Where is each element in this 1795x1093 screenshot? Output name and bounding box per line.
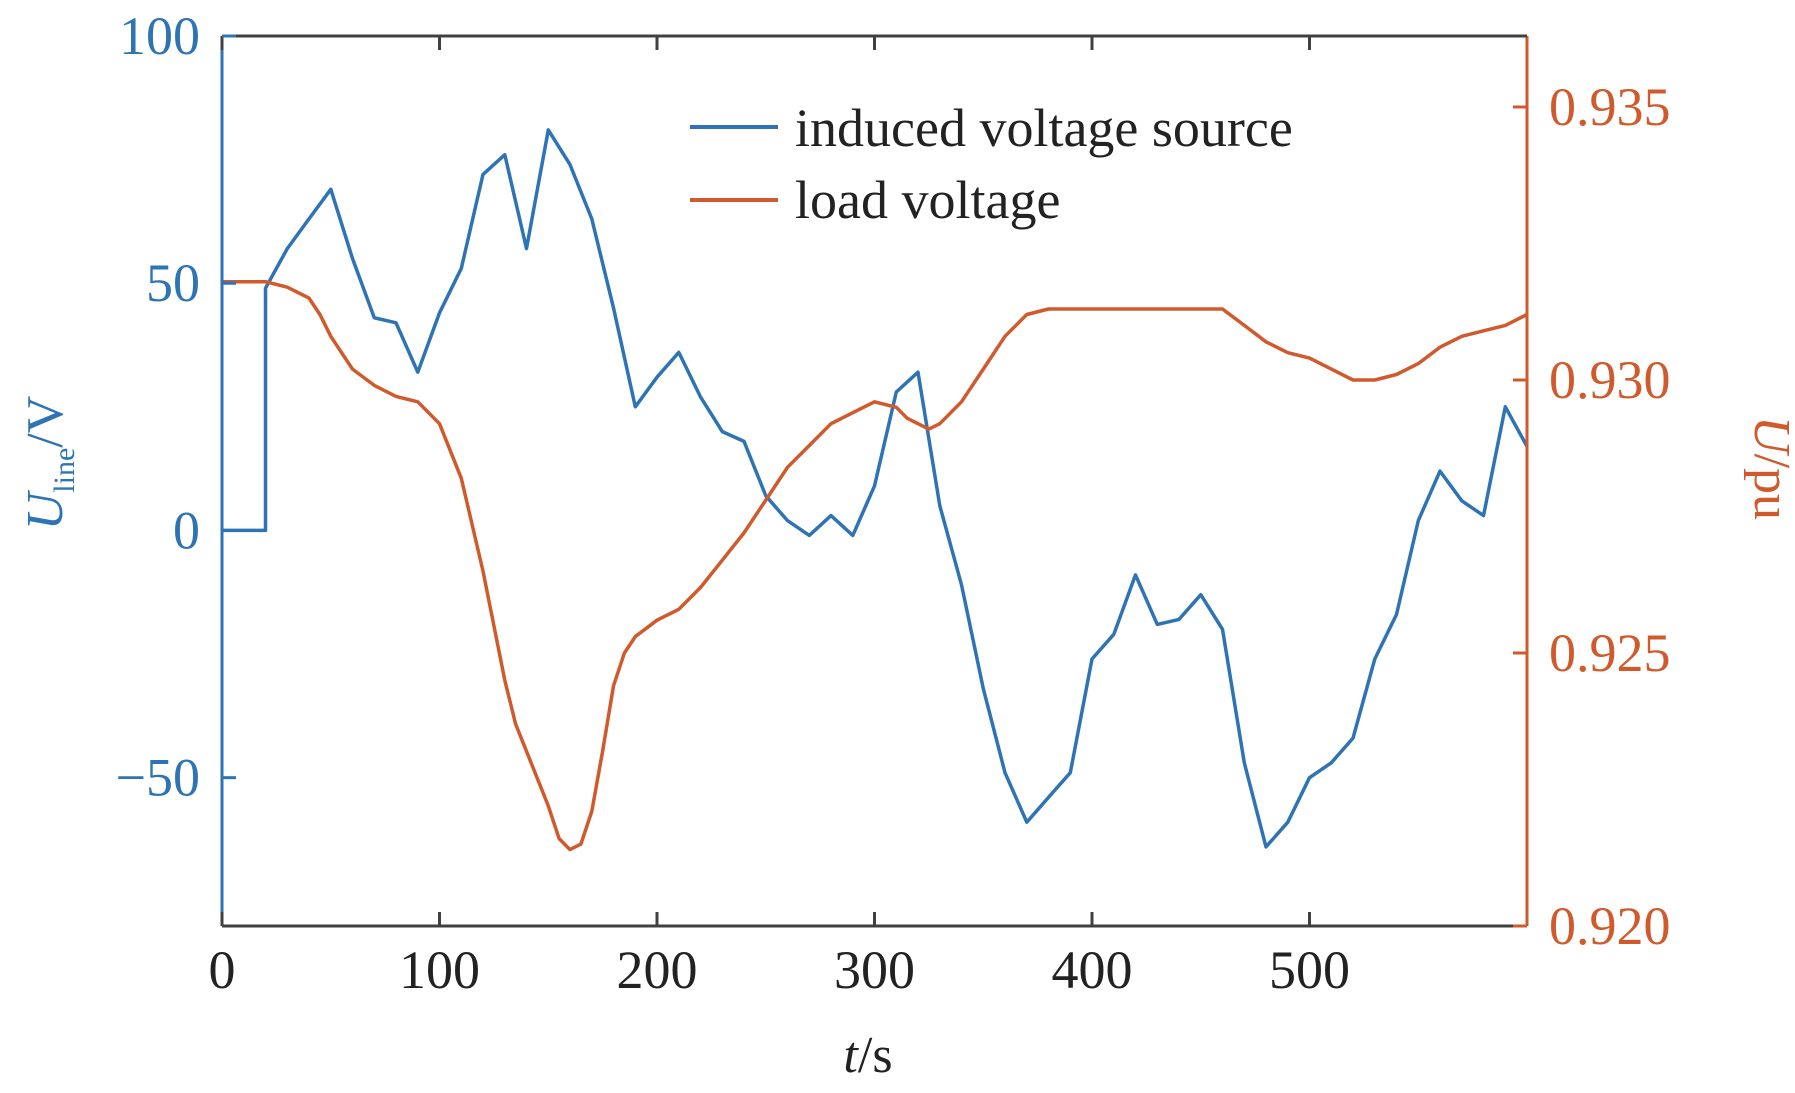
- series-line-induced-voltage-source: [222, 128, 1529, 849]
- right-y-axis-title: U/pu: [1743, 416, 1795, 520]
- left-y-axis-title: Uline/V: [17, 396, 81, 531]
- ticks-layer: 0 100 200 300 400 500 −50 0 50 100 0.920 0.925 0.930…: [116, 6, 1671, 1000]
- y-left-tick-label-1: 0: [173, 500, 200, 560]
- x-tick-label-400: 400: [1052, 940, 1133, 1000]
- legend-label-load-voltage: load voltage: [795, 170, 1060, 230]
- y-right-tick-label-1: 0.925: [1549, 623, 1671, 683]
- y-right-tick-label-0: 0.920: [1549, 896, 1671, 956]
- x-axis-title: t/s: [843, 1027, 892, 1084]
- x-tick-label-500: 500: [1269, 940, 1350, 1000]
- y-left-tick-label-0: −50: [116, 748, 200, 808]
- legend-label-induced-voltage-source: induced voltage source: [795, 98, 1293, 158]
- x-tick-label-0: 0: [209, 940, 236, 1000]
- x-tick-label-300: 300: [834, 940, 915, 1000]
- y-left-tick-label-3: 100: [119, 6, 200, 66]
- y-right-tick-label-2: 0.930: [1549, 350, 1671, 410]
- series-layer: [222, 128, 1529, 852]
- series-line-load-voltage: [222, 279, 1528, 852]
- y-right-tick-label-3: 0.935: [1549, 77, 1671, 137]
- legend: induced voltage source load voltage: [690, 98, 1293, 230]
- y-left-tick-label-2: 50: [146, 253, 200, 313]
- x-tick-label-200: 200: [617, 940, 698, 1000]
- x-tick-label-100: 100: [399, 940, 480, 1000]
